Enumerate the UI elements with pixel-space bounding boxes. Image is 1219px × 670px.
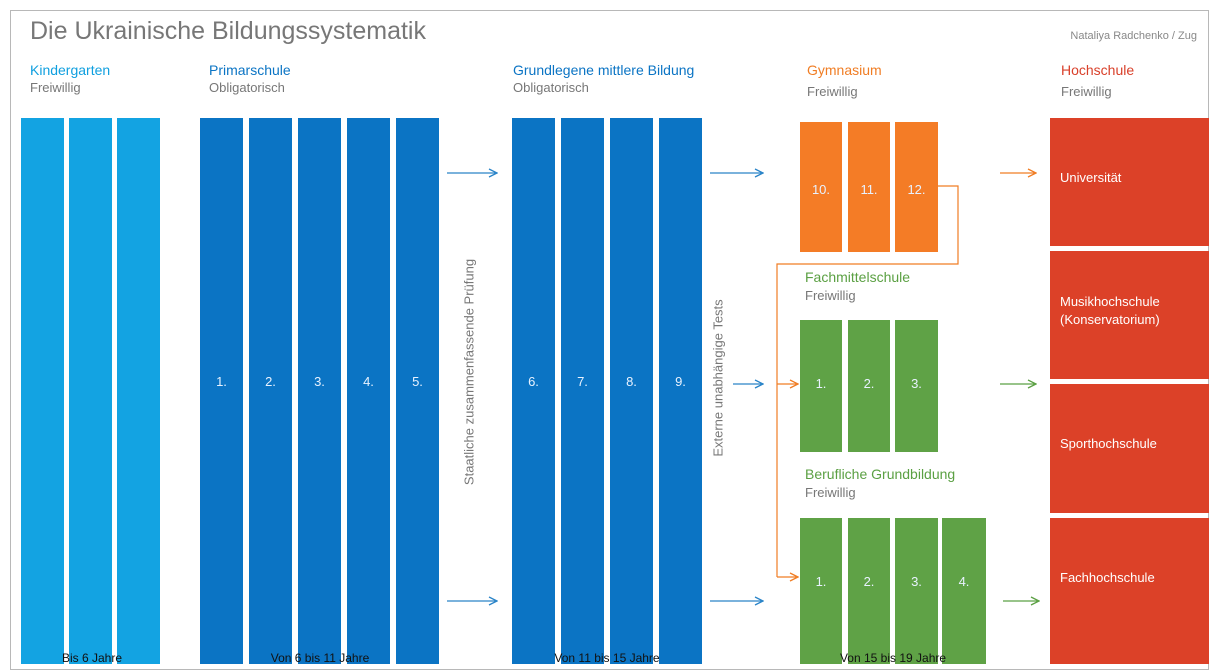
hochschule-sub: Freiwillig: [1061, 84, 1112, 99]
institution-label: Universität: [1060, 170, 1122, 185]
fachhochschule-box: Fachhochschule: [1050, 518, 1209, 664]
grade-label: 2.: [863, 574, 875, 589]
grade-label: 3.: [911, 574, 922, 589]
grade-label: 8.: [626, 374, 637, 389]
grundlegende-grade-9: 9.: [659, 118, 702, 664]
arrow-primar-to-grundlegende: [447, 173, 497, 601]
age-label-primarschule: Von 6 bis 11 Jahre: [270, 651, 370, 665]
grade-label: 4.: [958, 574, 970, 589]
fachmittelschule-year-1: 1.: [800, 320, 842, 452]
primarschule-grade-1: 1.: [200, 118, 243, 664]
grade-label: 11.: [860, 182, 878, 197]
berufliche-sub: Freiwillig: [805, 485, 856, 500]
grade-label: 12.: [907, 182, 926, 197]
grundlegende-grade-7: 7.: [561, 118, 604, 664]
fachmittelschule-year-2: 2.: [848, 320, 890, 452]
grade-label: 9.: [675, 374, 686, 389]
sporthochschule-box: Sporthochschule: [1050, 384, 1209, 513]
grundlegende-grade-8: 8.: [610, 118, 653, 664]
fachmittelschule-title: Fachmittelschule: [805, 269, 911, 285]
grade-label: 4.: [363, 374, 374, 389]
institution-label: Musikhochschule (Konservatorium): [1060, 294, 1160, 327]
institution-label: Sporthochschule: [1060, 436, 1157, 451]
primarschule-sub: Obligatorisch: [209, 80, 285, 95]
age-label-grundlegende: Von 11 bis 15 Jahre: [554, 651, 660, 665]
age-label-kindergarten: Bis 6 Jahre: [61, 651, 123, 665]
grade-label: 2.: [863, 376, 875, 391]
berufliche-title: Berufliche Grundbildung: [805, 466, 956, 482]
grade-label: 5.: [412, 374, 423, 389]
berufliche-year-4: 4.: [942, 518, 986, 664]
kindergarten-sub: Freiwillig: [30, 80, 81, 95]
gymnasium-grade-10: 10.: [800, 122, 842, 252]
primarschule-grade-5: 5.: [396, 118, 439, 664]
fachmittelschule-year-3: 3.: [895, 320, 938, 452]
fachmittelschule-sub: Freiwillig: [805, 288, 856, 303]
berufliche-year-3: 3.: [895, 518, 938, 664]
gymnasium-grade-11: 11.: [848, 122, 890, 252]
grade-label: 1.: [815, 376, 827, 391]
grade-label: 3.: [911, 376, 922, 391]
berufliche-year-1: 1.: [800, 518, 842, 664]
grundlegende-grade-6: 6.: [512, 118, 555, 664]
diagram-title: Die Ukrainische Bildungssystematik: [30, 17, 426, 45]
arrow-grundlegende-to-next: [710, 173, 763, 601]
grade-label: 7.: [577, 374, 588, 389]
kindergarten-column: [21, 118, 64, 664]
kindergarten-title: Kindergarten: [30, 62, 111, 78]
primarschule-grade-2: 2.: [249, 118, 292, 664]
age-label-sekundar: Von 15 bis 19 Jahre: [839, 651, 947, 665]
author-credit: Nataliya Radchenko / Zug: [1070, 30, 1197, 42]
gymnasium-sub: Freiwillig: [807, 84, 858, 99]
grundlegende-title: Grundlegene mittlere Bildung: [513, 62, 695, 78]
hochschule-title: Hochschule: [1061, 62, 1135, 78]
grade-label: 1.: [815, 574, 827, 589]
primarschule-grade-3: 3.: [298, 118, 341, 664]
grade-label: 10.: [811, 182, 831, 197]
musikhochschule-box: Musikhochschule (Konservatorium): [1050, 251, 1209, 379]
orange-bracket-connector: [776, 185, 959, 577]
primarschule-grade-4: 4.: [347, 118, 390, 664]
universitaet-box: Universität: [1050, 118, 1209, 246]
grade-label: 3.: [314, 374, 325, 389]
institution-label: Fachhochschule: [1060, 570, 1155, 585]
berufliche-year-2: 2.: [848, 518, 890, 664]
grade-label: 2.: [265, 374, 276, 389]
grade-label: 6.: [528, 374, 539, 389]
gymnasium-grade-12: 12.: [895, 122, 938, 252]
kindergarten-column: [69, 118, 112, 664]
grade-label: 1.: [216, 374, 227, 389]
grundlegende-sub: Obligatorisch: [513, 80, 589, 95]
kindergarten-column: [117, 118, 160, 664]
primarschule-title: Primarschule: [209, 62, 291, 78]
gymnasium-title: Gymnasium: [807, 62, 882, 78]
